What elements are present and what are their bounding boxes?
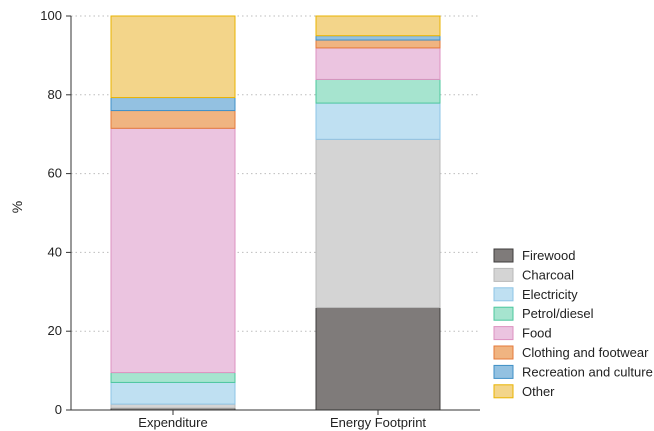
legend-swatch <box>493 287 514 302</box>
bar-segment-other <box>315 15 441 37</box>
y-tick-label: 40 <box>48 244 62 259</box>
y-tick-label: 20 <box>48 323 62 338</box>
legend-label: Electricity <box>522 287 578 302</box>
bar-segment-recreation-and-culture <box>110 97 236 112</box>
x-tick-label: Energy Footprint <box>330 415 426 430</box>
legend-swatch <box>493 267 514 282</box>
x-tick-label: Expenditure <box>138 415 207 430</box>
bar-segment-food <box>110 127 236 374</box>
bar-segment-recreation-and-culture <box>315 35 441 41</box>
y-axis-label: % <box>9 201 25 213</box>
bar-segment-clothing-and-footwear <box>110 110 236 129</box>
bar-segment-petrol-diesel <box>110 372 236 383</box>
legend-swatch <box>493 248 514 263</box>
bar-segment-petrol-diesel <box>315 78 441 104</box>
legend-swatch <box>493 364 514 379</box>
legend-label: Food <box>522 326 552 341</box>
bar-segment-charcoal <box>315 138 441 309</box>
bar-segment-other <box>110 15 236 99</box>
bars <box>110 15 441 411</box>
legend-swatch <box>493 384 514 399</box>
bar-segment-clothing-and-footwear <box>315 39 441 49</box>
bar-segment-electricity <box>315 102 441 140</box>
bar-segment-firewood <box>315 307 441 411</box>
legend-label: Petrol/diesel <box>522 306 594 321</box>
legend-label: Firewood <box>522 248 575 263</box>
legend-swatch <box>493 306 514 321</box>
bar-segment-food <box>315 47 441 80</box>
y-tick-label: 0 <box>55 402 62 417</box>
legend-label: Charcoal <box>522 267 574 282</box>
legend-swatch <box>493 326 514 341</box>
legend: Firewood Charcoal Electricity Petrol/diesel… <box>493 248 653 399</box>
legend-swatch <box>493 345 514 360</box>
y-tick-label: 60 <box>48 166 62 181</box>
y-tick-label: 80 <box>48 87 62 102</box>
legend-label: Clothing and footwear <box>522 345 649 360</box>
legend-label: Recreation and culture <box>522 364 653 379</box>
legend-label: Other <box>522 384 555 399</box>
bar-segment-electricity <box>110 381 236 405</box>
axes: 0 20 40 60 80 100 Expenditure Energy Footprint <box>40 8 480 430</box>
bar-segment-charcoal <box>110 403 236 409</box>
y-tick-label: 100 <box>40 8 62 23</box>
